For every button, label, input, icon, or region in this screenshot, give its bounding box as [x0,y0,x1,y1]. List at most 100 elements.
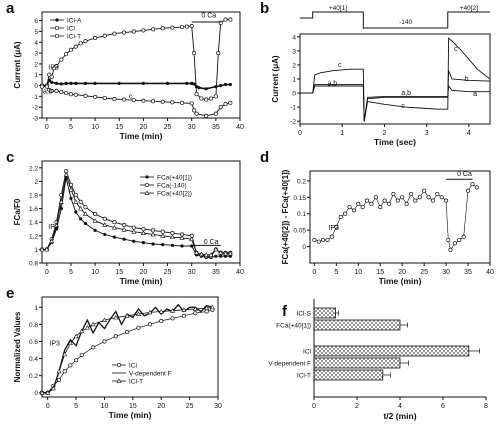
chart-e-point [102,339,107,344]
chart-d-frame [309,170,491,264]
chart-b-xtick-label: 3 [425,130,429,137]
chart-f-xtick-label: 2 [355,403,359,410]
chart-e-annotation: IP3 [49,341,60,348]
chart-e-point [209,304,215,310]
chart-e-point [158,308,164,314]
panel-c-letter: c [6,149,15,166]
chart-a-point [131,29,136,34]
chart-d-point [408,191,414,197]
chart-d-xtick-label: 5 [334,269,338,276]
chart-c-point [69,196,73,200]
chart-a-point [216,51,221,56]
chart-a-point [74,81,78,85]
chart-b-series-line [300,70,491,122]
chart-a-point [50,80,54,84]
chart-d-point [439,195,444,200]
chart-c-point [73,192,78,198]
chart-e-point [67,340,73,346]
chart-a-xtick-label: 40 [236,124,244,131]
chart-a-xtick-label: 15 [115,124,123,131]
chart-e-legend-label: V-dependent F [129,371,172,378]
chart-a-point [59,82,63,86]
chart-a-point [218,105,223,110]
chart-d-xtick-label: 30 [442,269,450,276]
chart-a-legend-point [55,18,59,22]
chart-c-annotation: 0 Ca [204,239,219,246]
chart-a-xtick-label: 20 [140,124,148,131]
chart-c-xtick-label: 15 [115,269,123,276]
chart-f-bar [313,345,470,357]
chart-c-xtick-label: 5 [69,269,73,276]
chart-c-point [160,229,165,234]
chart-e-point [39,390,45,395]
chart-c-point [214,254,218,258]
chart-d-point [373,195,378,200]
chart-c-point [160,233,166,238]
chart-d-point [369,201,374,206]
chart-e-point [125,329,130,335]
chart-d-point [325,237,330,243]
chart-f-bar [313,369,384,381]
chart-a-point [192,51,197,56]
chart-a-point [219,83,223,88]
chart-b-frame [299,33,491,125]
chart-c-point [112,235,117,239]
chart-c-ytick-label: 2.2 [29,165,38,172]
chart-c-point [68,186,74,192]
chart-e-point [113,314,119,320]
chart-c-point [219,254,223,258]
chart-a-point [223,101,228,106]
chart-c-ytick-label: 2 [34,179,38,186]
chart-e-ytick-label: 0.6 [29,339,38,346]
chart-b-annotation: a,b [327,80,337,87]
chart-a-point [93,94,98,99]
panel-a: a 0 5 10 15 20 25 30 35 40 -3 -2 -1 0 1 2 3 4 5 6 Time (min… [0,0,250,145]
chart-e-point [101,317,107,322]
chart-a-ylabel: Current (μA) [13,41,22,88]
chart-c-point [112,220,117,225]
chart-a-point [208,96,214,101]
chart-f-category-label: FCa(+40[1]) [276,323,311,330]
chart-c-point [208,252,214,257]
chart-c-point [93,211,98,217]
chart-b-ytick-label: 1 [292,77,296,84]
chart-c-point [93,228,97,232]
chart-a-point [54,64,59,69]
chart-a-point [185,81,189,85]
chart-e-point [79,328,85,334]
chart-c-point [223,254,228,258]
panel-f-letter: f [282,303,287,320]
chart-c-point [151,242,155,246]
chart-e-ytick-label: 1 [34,305,38,312]
chart-a-point [223,17,228,22]
chart-a-point [141,98,146,103]
chart-c-point [102,222,108,227]
chart-e-point [62,369,67,374]
chart-b-series-line [300,37,491,122]
chart-e-point [147,322,152,327]
chart-a-point [223,82,228,87]
chart-e-point [181,307,187,312]
chart-e-point [193,311,198,316]
chart-a-point [122,30,127,35]
chart-e-xtick-label: 20 [157,403,165,410]
chart-a-ytick-label: 4 [34,40,38,47]
chart-d-ytick-label: 0 [302,244,306,251]
chart-b-ytick-label: 0 [292,91,296,98]
chart-a-point [190,81,194,85]
panel-b-letter: b [260,0,270,17]
chart-d-annotation: IP3 [328,225,339,232]
chart-c-xtick-label: 10 [91,269,99,276]
chart-e-point [68,363,73,368]
chart-f-category-label: ICl-S [297,311,312,318]
chart-c-point [103,232,107,237]
chart-a-point [49,88,54,94]
chart-d-point [391,191,396,197]
chart-e-xtick-label: 15 [129,403,137,410]
chart-d-point [461,234,466,239]
chart-a-point [93,35,98,41]
chart-a-point [213,94,218,99]
chart-e: 0 5 10 15 20 25 30 0 0.2 0.4 0.6 0.8 1 Time (min) Norm… [13,296,222,420]
chart-a-legend-label: ICl [67,26,76,33]
chart-a-point [93,81,97,85]
